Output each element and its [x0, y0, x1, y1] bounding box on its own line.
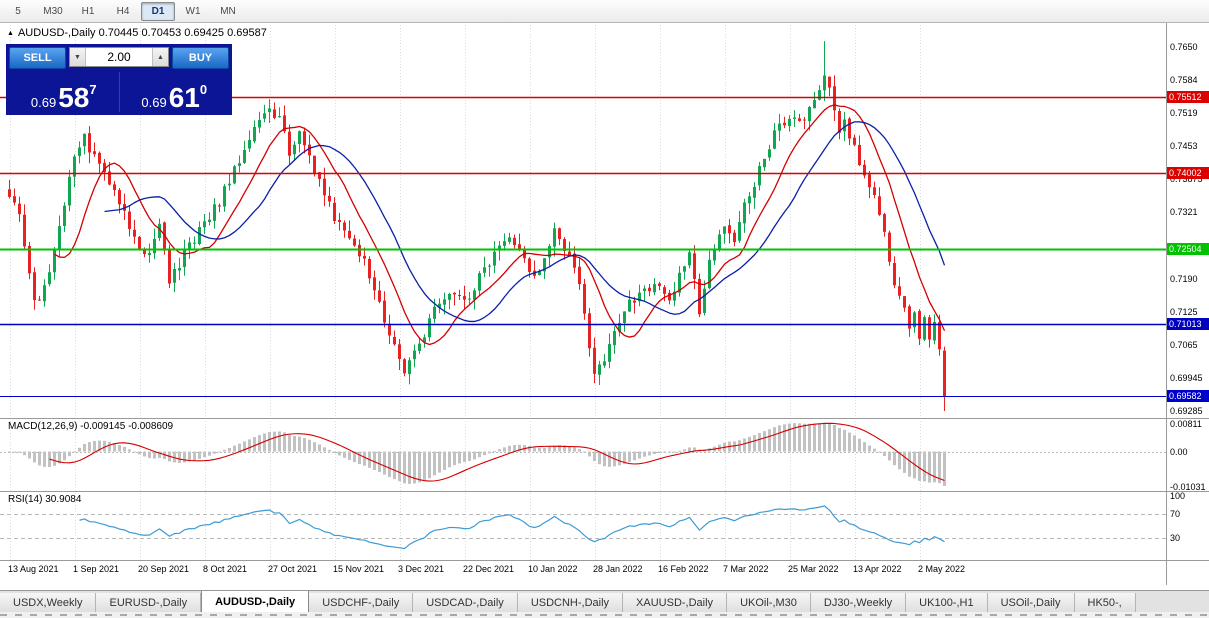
volume-input[interactable]: 2.00: [107, 50, 131, 64]
price-tick: 0.7125: [1170, 306, 1198, 317]
price-tick: 0.7584: [1170, 75, 1198, 86]
date-label: 10 Jan 2022: [528, 564, 578, 574]
price-tick: 0.69285: [1170, 405, 1203, 416]
buy-price-prefix: 0.69: [141, 94, 167, 110]
window-bar-strip: [0, 612, 1209, 618]
date-label: 28 Jan 2022: [593, 564, 643, 574]
price-level-tag: 0.72504: [1167, 242, 1209, 255]
date-label: 16 Feb 2022: [658, 564, 709, 574]
date-label: 25 Mar 2022: [788, 564, 839, 574]
chart-tab-9[interactable]: UK100-,H1: [906, 593, 988, 613]
date-label: 7 Mar 2022: [723, 564, 769, 574]
chart-ohlc-values: 0.70445 0.70453 0.69425 0.69587: [98, 27, 267, 39]
macd-axis-tick: 0.00811: [1170, 418, 1202, 429]
price-level-tag: 0.71013: [1167, 318, 1209, 331]
price-tick: 0.7065: [1170, 339, 1198, 350]
chart-tab-6[interactable]: XAUUSD-,Daily: [623, 593, 728, 613]
rsi-indicator-label: RSI(14) 30.9084: [8, 494, 82, 505]
macd-axis-tick: 0.00: [1170, 446, 1188, 457]
chart-tab-10[interactable]: USOil-,Daily: [987, 593, 1075, 613]
macd-indicator-label: MACD(12,26,9) -0.009145 -0.008609: [8, 421, 174, 432]
chart-tab-3[interactable]: USDCHF-,Daily: [309, 593, 414, 613]
date-label: 2 May 2022: [918, 564, 966, 574]
chart-tab-8[interactable]: DJ30-,Weekly: [810, 593, 907, 613]
sell-price-prefix: 0.69: [30, 94, 57, 110]
timeframe-button-H4[interactable]: H4: [116, 5, 130, 17]
timeframe-toolbar: 5 M30 H1 H4 D1 W1 MN: [0, 0, 1209, 23]
volume-increase-icon[interactable]: ▲: [152, 48, 168, 66]
date-label: 8 Oct 2021: [203, 564, 248, 574]
date-label: 1 Sep 2021: [73, 564, 120, 574]
timeframe-button-D1[interactable]: D1: [141, 1, 175, 21]
macd-axis-tick: -0.01031: [1170, 481, 1206, 492]
timeframe-button-5[interactable]: 5: [15, 5, 21, 17]
chart-tab-7[interactable]: UKOil-,M30: [727, 593, 811, 613]
date-label: 13 Apr 2022: [853, 564, 902, 574]
date-label: 20 Sep 2021: [138, 564, 190, 574]
price-tick: 0.7321: [1170, 207, 1198, 218]
price-level-tag: 0.74002: [1167, 167, 1209, 180]
chart-tab-4[interactable]: USDCAD-,Daily: [413, 593, 518, 613]
timeframe-button-W1[interactable]: W1: [185, 5, 201, 17]
rsi-axis-tick: 100: [1170, 491, 1186, 502]
buy-price-digits: 61: [168, 82, 200, 114]
chart-tab-5[interactable]: USDCNH-,Daily: [517, 593, 624, 613]
date-label: 13 Aug 2021: [8, 564, 59, 574]
timeframe-button-H1[interactable]: H1: [81, 5, 95, 17]
chart-expand-icon: ▲: [7, 30, 14, 37]
price-tick: 0.7650: [1170, 42, 1198, 53]
date-label: 27 Oct 2021: [268, 564, 318, 574]
buy-price-display[interactable]: 0.69 61 0: [120, 72, 230, 112]
sell-price-pip: 7: [89, 82, 97, 97]
volume-decrease-icon[interactable]: ▼: [70, 48, 86, 66]
timeframe-button-M30[interactable]: M30: [43, 5, 63, 17]
volume-stepper: ▼ 2.00 ▲: [69, 47, 169, 67]
sell-price-display[interactable]: 0.69 58 7: [9, 72, 120, 112]
chart-tab-2[interactable]: AUDUSD-,Daily: [201, 591, 310, 613]
chart-title: ▲ AUDUSD-,Daily 0.70445 0.70453 0.69425 0…: [7, 27, 267, 39]
chart-tab-11[interactable]: HK50-,: [1074, 593, 1136, 613]
price-tick: 0.73875: [1170, 174, 1203, 185]
chart-symbol-label: AUDUSD-,Daily: [17, 27, 96, 39]
sell-price-digits: 58: [58, 82, 90, 114]
price-tick: 0.7453: [1170, 141, 1198, 152]
price-tick: 0.69945: [1170, 372, 1203, 383]
price-tick: 0.7190: [1170, 273, 1198, 284]
price-tick: 0.7519: [1170, 108, 1198, 119]
rsi-axis-tick: 30: [1170, 532, 1181, 543]
current-price-tag: 0.69582: [1167, 390, 1209, 403]
timeframe-button-MN[interactable]: MN: [220, 5, 236, 17]
price-level-tag: 0.75512: [1167, 91, 1209, 104]
chart-tab-0[interactable]: USDX,Weekly: [0, 593, 97, 613]
chart-tab-1[interactable]: EURUSD-,Daily: [96, 593, 202, 613]
one-click-trade-panel: SELL ▼ 2.00 ▲ BUY 0.69 58 7 0.69 61 0: [6, 44, 232, 115]
sell-button[interactable]: SELL: [9, 47, 66, 69]
buy-price-pip: 0: [199, 82, 208, 97]
rsi-axis-tick: 70: [1170, 509, 1181, 520]
chart-tab-bar: USDX,Weekly EURUSD-,Daily AUDUSD-,Daily USD…: [0, 590, 1209, 613]
buy-button[interactable]: BUY: [172, 47, 229, 69]
date-label: 3 Dec 2021: [398, 564, 445, 574]
date-label: 15 Nov 2021: [333, 564, 385, 574]
date-label: 22 Dec 2021: [463, 564, 515, 574]
